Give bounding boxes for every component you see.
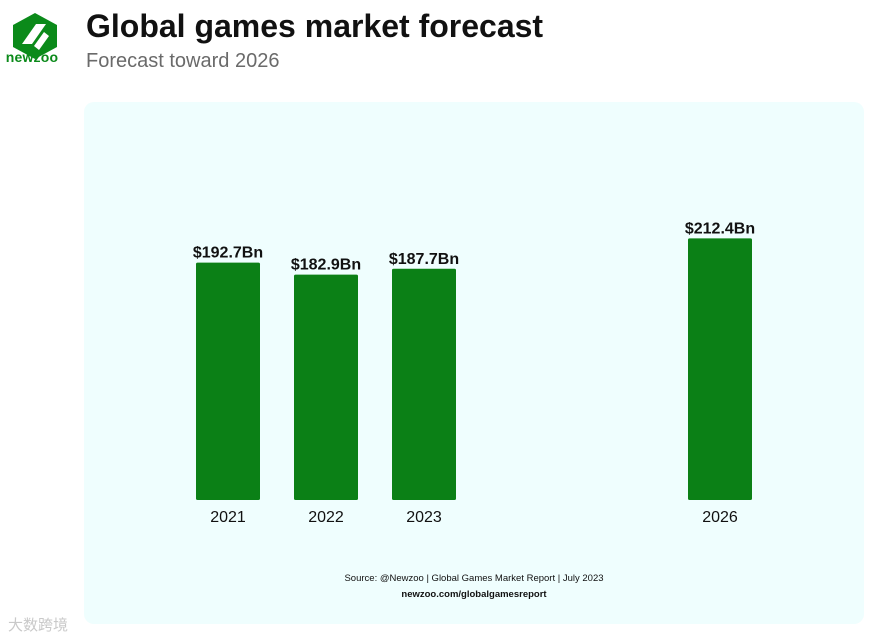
value-label-2021: $192.7Bn <box>193 245 263 262</box>
value-label-2026: $212.4Bn <box>685 220 755 237</box>
category-label-2022: 2022 <box>308 509 344 526</box>
page-title: Global games market forecast <box>86 8 544 44</box>
value-label-2022: $182.9Bn <box>291 257 361 274</box>
bar-2023 <box>392 268 456 500</box>
source-citation: Source: @Newzoo | Global Games Market Re… <box>344 573 604 584</box>
bar-chart: $192.7Bn 2021 $182.9Bn 2022 $187.7Bn 2023 $212… <box>193 220 755 526</box>
chart-panel: $192.7Bn 2021 $182.9Bn 2022 $187.7Bn 2023 $212… <box>84 102 864 624</box>
category-label-2021: 2021 <box>210 509 246 526</box>
bar-2026 <box>688 238 752 501</box>
watermark: 大数跨境 <box>8 617 69 634</box>
page-subtitle: Forecast toward 2026 <box>86 50 280 72</box>
report-url: newzoo.com/globalgamesreport <box>401 589 547 600</box>
bar-2022 <box>294 274 358 500</box>
category-label-2026: 2026 <box>702 509 738 526</box>
value-label-2023: $187.7Bn <box>389 251 459 268</box>
newzoo-logo-icon <box>13 13 57 59</box>
category-label-2023: 2023 <box>406 509 442 526</box>
bar-2021 <box>196 262 260 500</box>
brand-name: newzoo <box>5 49 59 65</box>
